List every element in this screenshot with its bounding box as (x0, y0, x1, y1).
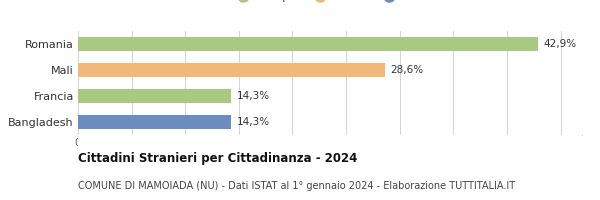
Text: 42,9%: 42,9% (544, 39, 577, 49)
Bar (78, 115, 232, 129)
Text: Cittadini Stranieri per Cittadinanza - 2024: Cittadini Stranieri per Cittadinanza - 2… (78, 152, 358, 165)
Bar (78, 63, 385, 77)
Text: 28,6%: 28,6% (390, 65, 423, 75)
Bar (78, 37, 538, 51)
Text: 14,3%: 14,3% (237, 91, 270, 101)
Text: 14,3%: 14,3% (237, 117, 270, 127)
Text: COMUNE DI MAMOIADA (NU) - Dati ISTAT al 1° gennaio 2024 - Elaborazione TUTTITALI: COMUNE DI MAMOIADA (NU) - Dati ISTAT al … (78, 181, 515, 191)
Bar (78, 89, 232, 103)
Legend: Europa, Africa, Asia: Europa, Africa, Asia (227, 0, 433, 6)
